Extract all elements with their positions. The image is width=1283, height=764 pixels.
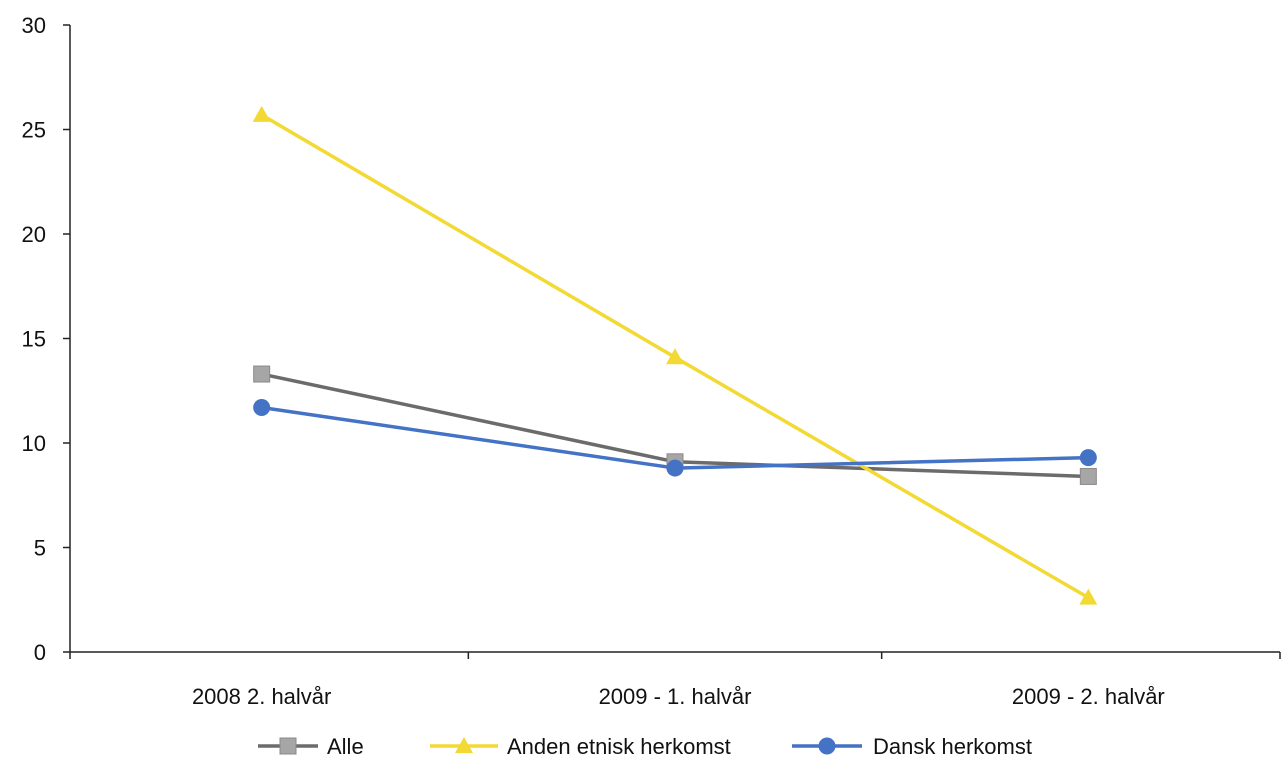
y-tick-label: 15 [22, 327, 46, 352]
legend: Alle Anden etnisk herkomst Dansk herkomst [258, 734, 1032, 759]
data-point [1079, 449, 1097, 467]
series-markers [252, 105, 1098, 605]
legend-marker [818, 737, 836, 755]
data-point [253, 398, 271, 416]
y-tick-label: 25 [22, 118, 46, 143]
data-point [252, 105, 271, 122]
x-category-label: 2008 2. halvår [192, 684, 331, 709]
y-tick-label: 0 [34, 640, 46, 665]
y-tick-label: 10 [22, 431, 46, 456]
legend-marker [279, 737, 297, 755]
legend-marker [455, 737, 473, 753]
y-tick-labels: 0 5 10 15 20 25 30 [22, 13, 46, 665]
y-tick-label: 5 [34, 536, 46, 561]
x-category-label: 2009 - 1. halvår [599, 684, 752, 709]
x-category-label: 2009 - 2. halvår [1012, 684, 1165, 709]
data-point [253, 365, 271, 383]
data-point [666, 348, 684, 365]
data-point [1079, 588, 1098, 605]
legend-label: Dansk herkomst [873, 734, 1032, 759]
x-category-labels: 2008 2. halvår 2009 - 1. halvår 2009 - 2. … [192, 684, 1165, 709]
axes [63, 24, 1281, 659]
y-tick-label: 30 [22, 13, 46, 38]
legend-label: Alle [327, 734, 364, 759]
data-point [666, 459, 684, 477]
data-point [1079, 467, 1097, 485]
y-tick-label: 20 [22, 222, 46, 247]
legend-label: Anden etnisk herkomst [507, 734, 731, 759]
